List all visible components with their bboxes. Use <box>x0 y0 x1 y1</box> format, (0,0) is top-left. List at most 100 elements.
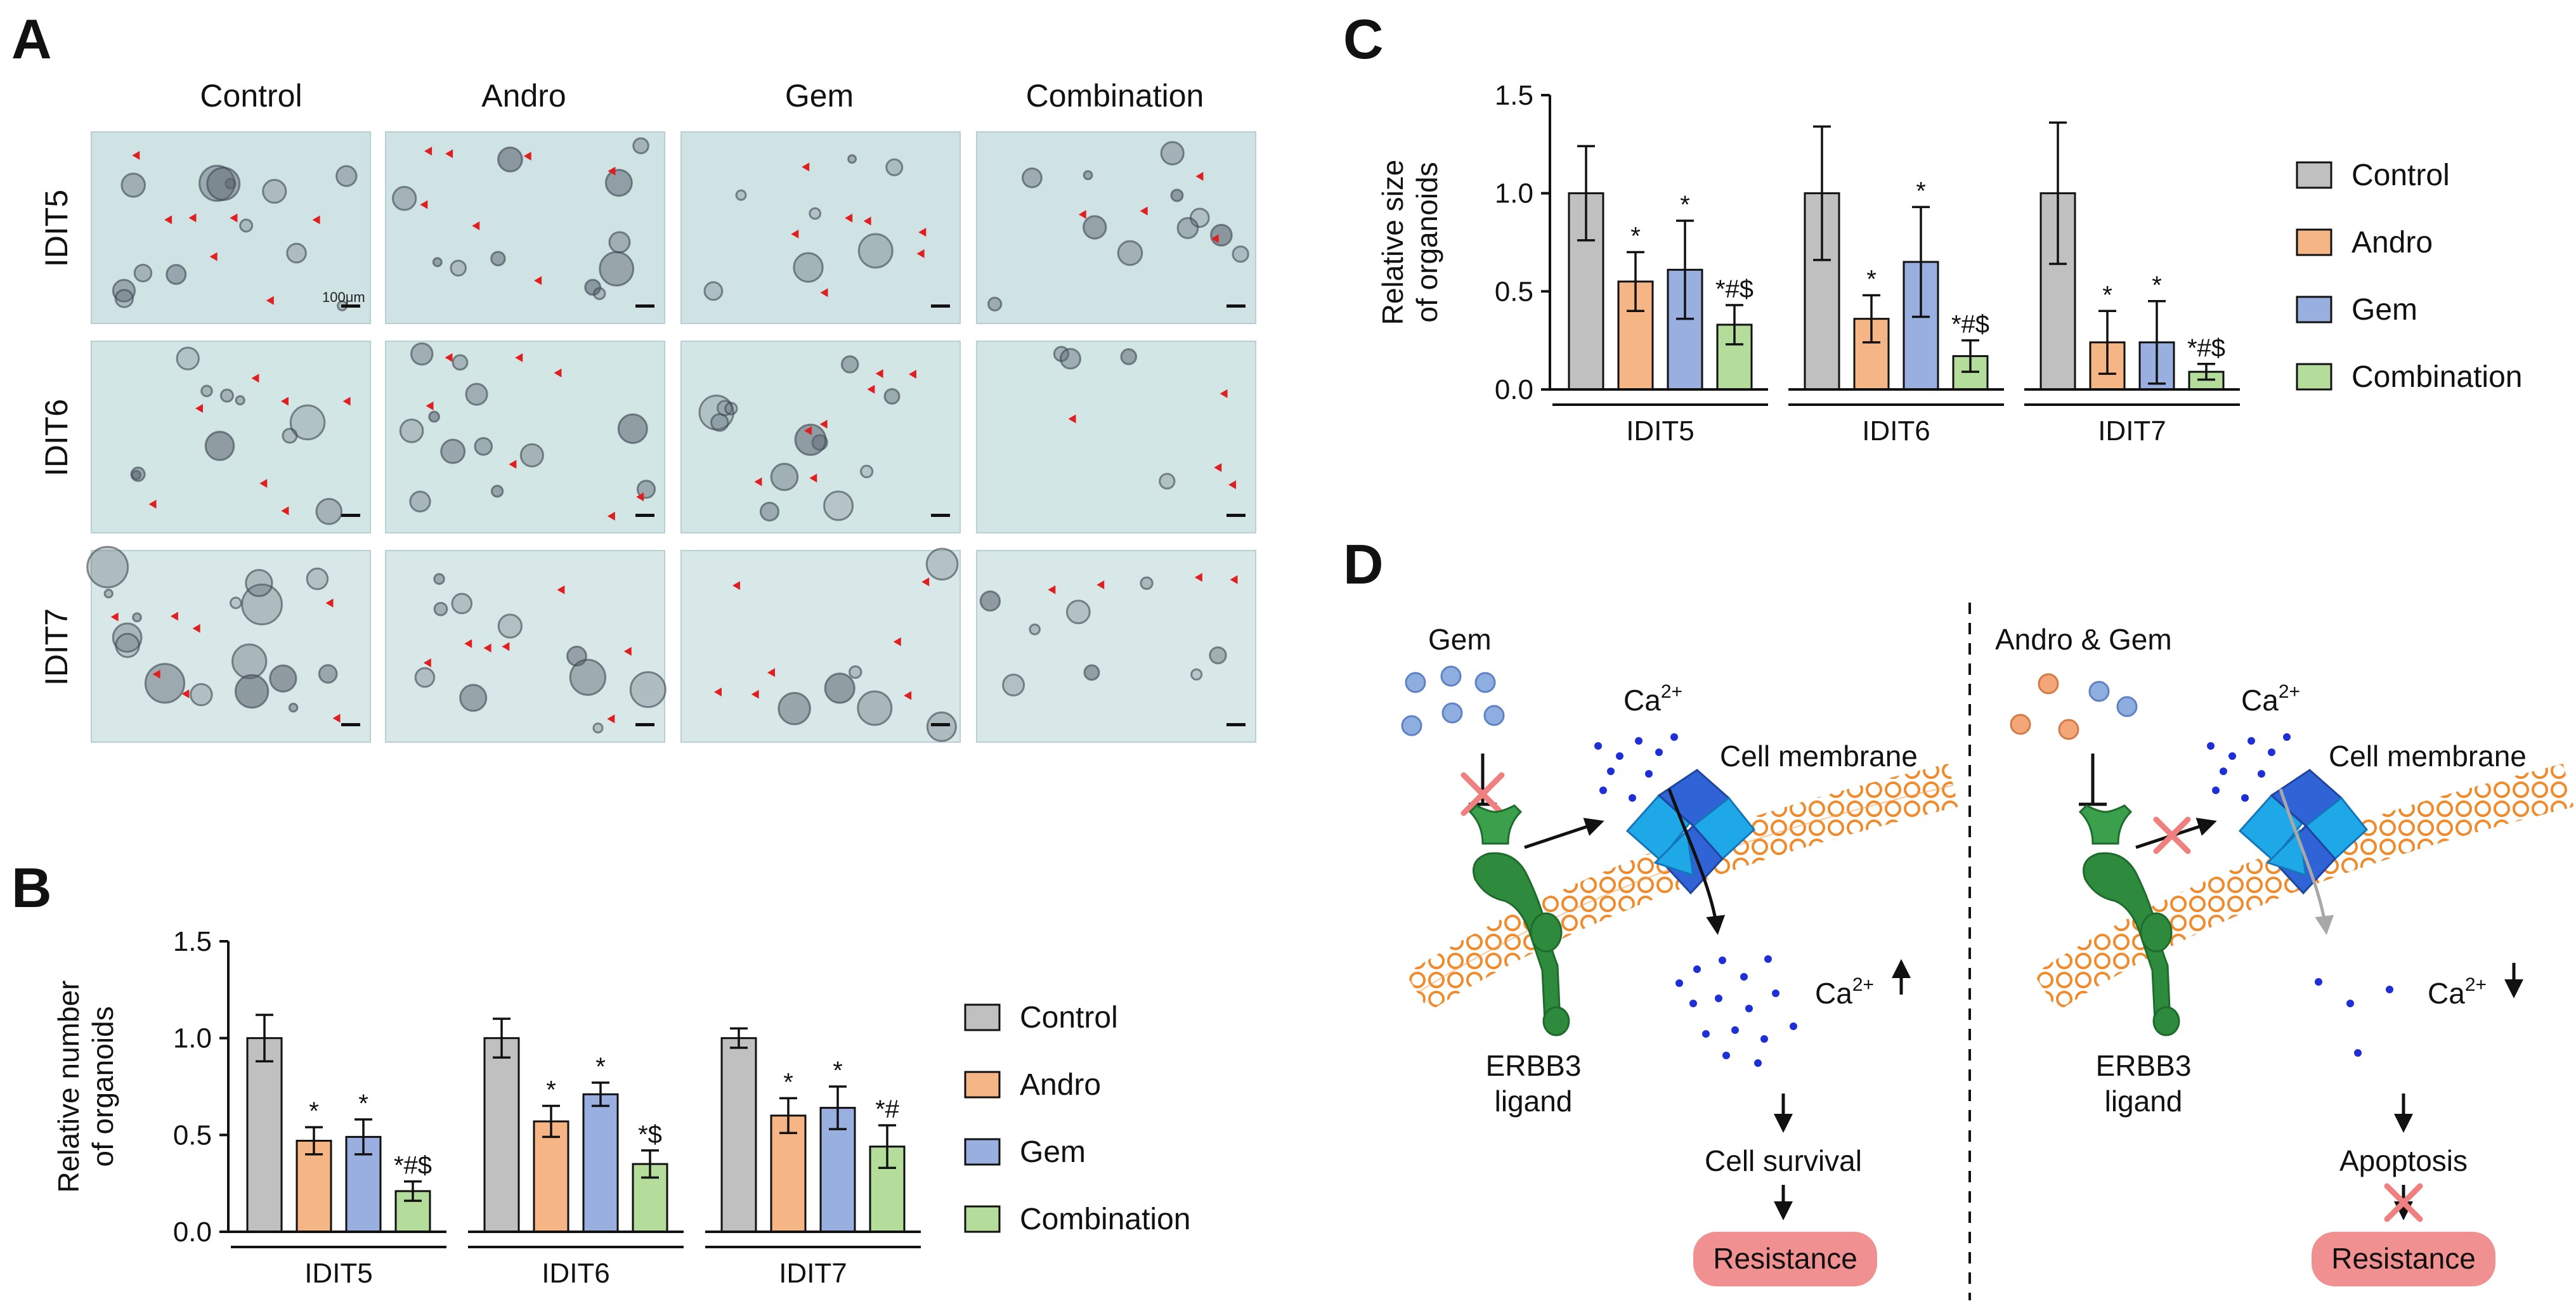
andro-molecules <box>2010 673 2079 740</box>
legend-swatch-gem <box>2296 296 2332 323</box>
group-label: IDIT7 <box>2098 415 2166 447</box>
significance-mark: * <box>358 1090 368 1118</box>
micrograph-tile <box>976 131 1256 324</box>
significance-mark: * <box>546 1076 556 1104</box>
schematic-andro-and-gem: Andro & Gem Cell membrane ERBB3 ligand <box>1995 623 2574 1286</box>
ca-label-top: Ca2+ <box>1623 681 1682 717</box>
micrograph-tile <box>976 550 1256 743</box>
calcium-ions-inside-right <box>2315 978 2393 1057</box>
significance-mark: * <box>309 1097 319 1125</box>
y-tick-label: 0.0 <box>173 1217 212 1248</box>
bar-control-idit5 <box>1568 192 1604 391</box>
blocked-resistance-x-icon <box>2384 1183 2423 1222</box>
significance-mark: * <box>595 1053 606 1081</box>
drug-label-gem: Gem <box>1428 623 1492 656</box>
significance-mark: *# <box>875 1095 900 1123</box>
column-header-control: Control <box>200 78 302 114</box>
legend-label-combination: Combination <box>1020 1203 1190 1236</box>
calcium-ions-top <box>1594 733 1678 802</box>
receptor-label-right-line2: ligand <box>2105 1085 2183 1118</box>
outcome-apoptosis: Apoptosis <box>2339 1144 2468 1177</box>
y-tick-label: 1.5 <box>173 926 212 957</box>
calcium-ions-inside <box>1675 955 1797 1067</box>
significance-mark: *#$ <box>1715 275 1753 303</box>
receptor-label-right-line1: ERBB3 <box>2096 1049 2192 1082</box>
panel-a-column-headers: Control Andro Gem Combination <box>200 78 1204 114</box>
micrograph-tile <box>680 131 961 324</box>
legend-label-control: Control <box>2352 159 2450 192</box>
schematic-gem-alone: Gem Cell membrane ERBB3 ligand <box>1401 623 1959 1286</box>
membrane-label-right: Cell membrane <box>2329 740 2527 773</box>
calcium-influx-arrow <box>1667 788 1726 935</box>
y-tick-label: 1.0 <box>173 1023 212 1054</box>
micrograph-tile <box>91 341 371 533</box>
significance-mark: * <box>1916 177 1926 205</box>
legend-panel-c: Control Andro Gem Combination <box>2296 159 2522 394</box>
drug-label-andro-gem: Andro & Gem <box>1995 623 2172 656</box>
legend-label-gem: Gem <box>1020 1135 1086 1169</box>
blocked-x-icon <box>1460 772 1505 816</box>
receptor-label-line1: ERBB3 <box>1486 1049 1582 1082</box>
legend-panel-b: Control Andro Gem Combination <box>964 1001 1190 1236</box>
significance-mark: *$ <box>638 1121 662 1149</box>
legend-swatch-combination <box>2296 363 2332 391</box>
legend-label-combination: Combination <box>2352 360 2522 394</box>
panel-letter-c: C <box>1343 8 1384 70</box>
significance-mark: * <box>783 1068 793 1096</box>
significance-mark: *#$ <box>394 1152 432 1180</box>
reduced-calcium-influx-arrow <box>2279 788 2334 935</box>
bar-control-idit5 <box>246 1037 283 1233</box>
erbb3-receptor-icon-right <box>2078 804 2180 1036</box>
y-tick-label: 0.5 <box>173 1120 212 1151</box>
legend-swatch-andro <box>964 1071 1001 1099</box>
legend-label-gem: Gem <box>2352 293 2417 327</box>
bar-andro-idit6 <box>1853 318 1890 391</box>
membrane-label: Cell membrane <box>1720 740 1918 773</box>
resistance-badge <box>1693 1232 1877 1286</box>
bar-chart-organoid-size: 0.0 0.5 1.0 1.5 Relative sizeof organoids * * *… <box>1376 80 2240 447</box>
resistance-badge-right <box>2312 1232 2495 1286</box>
bar-control-idit7 <box>720 1037 757 1233</box>
significance-mark: * <box>1630 222 1641 250</box>
bar-control-idit6 <box>483 1037 520 1233</box>
panel-letter-a: A <box>11 8 52 70</box>
scale-bar-label: 100μm <box>322 289 365 305</box>
row-header-idit5: IDIT5 <box>39 190 74 267</box>
y-tick-label: 1.0 <box>1495 178 1533 209</box>
micrograph-tile <box>86 545 371 743</box>
significance-mark: * <box>1866 266 1877 294</box>
legend-label-control: Control <box>1020 1001 1118 1035</box>
micrograph-tile <box>976 341 1256 533</box>
y-tick-label: 0.5 <box>1495 276 1533 307</box>
blocked-signal-x-icon <box>2153 816 2191 854</box>
group-label: IDIT6 <box>542 1258 610 1289</box>
calcium-channel-icon-right <box>2238 769 2369 895</box>
micrograph-tile <box>91 131 371 324</box>
legend-label-andro: Andro <box>2352 226 2433 259</box>
significance-mark: * <box>1680 191 1690 219</box>
bar-gem-idit6 <box>582 1093 619 1233</box>
column-header-combination: Combination <box>1026 78 1204 114</box>
calcium-channel-icon <box>1625 769 1756 895</box>
micrograph-tile <box>385 341 665 533</box>
erbb3-receptor-icon <box>1468 804 1570 1036</box>
panel-letter-d: D <box>1343 533 1384 596</box>
micrograph-tile <box>680 547 961 743</box>
resistance-label-right: Resistance <box>2331 1242 2476 1275</box>
panel-letter-b: B <box>11 856 52 919</box>
row-header-idit7: IDIT7 <box>39 608 74 686</box>
significance-mark: * <box>833 1057 843 1085</box>
bar-andro-idit6 <box>533 1120 569 1233</box>
micrograph-tile <box>680 341 961 533</box>
y-tick-label: 0.0 <box>1495 374 1533 405</box>
y-axis-title: Relative sizeof organoids <box>1376 160 1443 325</box>
micrograph-tile <box>385 550 667 743</box>
group-label: IDIT6 <box>1862 415 1930 447</box>
group-label: IDIT5 <box>1626 415 1695 447</box>
column-header-gem: Gem <box>785 78 854 114</box>
y-axis-title: Relative numberof organoids <box>52 981 119 1193</box>
gem-molecules-right <box>2088 681 2138 717</box>
legend-swatch-andro <box>2296 228 2332 256</box>
significance-mark: *#$ <box>2187 334 2225 362</box>
